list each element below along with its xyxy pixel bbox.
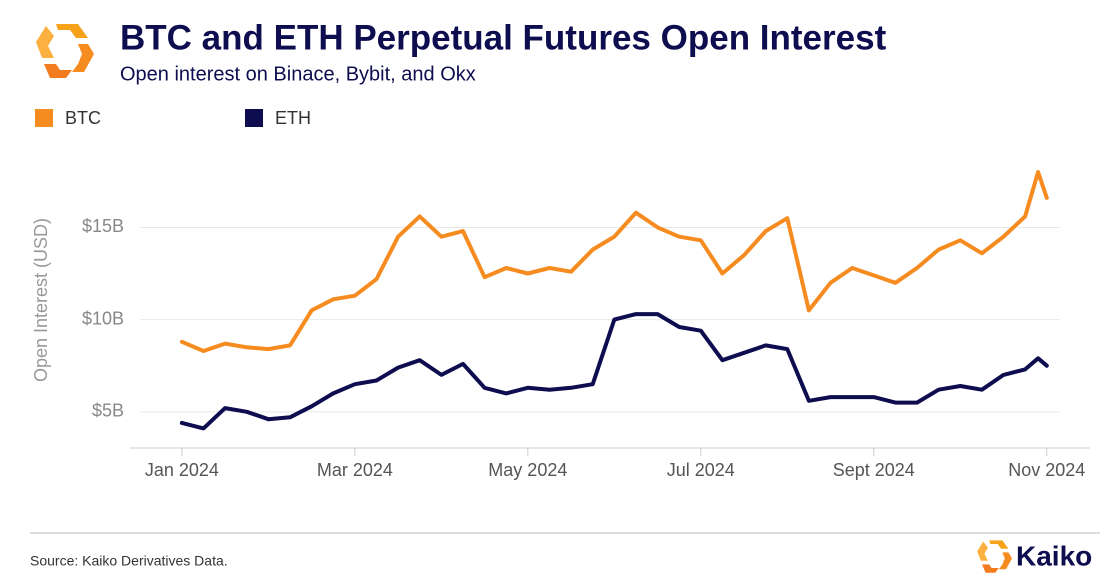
legend-swatch <box>245 109 263 127</box>
x-tick-label: May 2024 <box>488 460 567 480</box>
legend-label: ETH <box>275 108 311 128</box>
y-tick-label: $5B <box>92 401 124 421</box>
x-tick-label: Jul 2024 <box>667 460 735 480</box>
x-tick-label: Sept 2024 <box>833 460 915 480</box>
brand-name: Kaiko <box>1016 540 1092 571</box>
x-tick-label: Nov 2024 <box>1008 460 1085 480</box>
chart-title: BTC and ETH Perpetual Futures Open Inter… <box>120 18 887 57</box>
legend-swatch <box>35 109 53 127</box>
x-tick-label: Jan 2024 <box>145 460 219 480</box>
y-tick-label: $15B <box>82 216 124 236</box>
logo-icon <box>36 24 94 78</box>
source-note: Source: Kaiko Derivatives Data. <box>30 553 228 569</box>
brand-icon <box>977 540 1012 573</box>
x-tick-label: Mar 2024 <box>317 460 393 480</box>
y-tick-label: $10B <box>82 308 124 328</box>
series-line <box>179 170 1049 353</box>
series-line <box>179 312 1049 431</box>
legend-label: BTC <box>65 108 101 128</box>
chart-subtitle: Open interest on Binace, Bybit, and Okx <box>120 63 476 85</box>
y-axis-label: Open Interest (USD) <box>31 218 51 382</box>
